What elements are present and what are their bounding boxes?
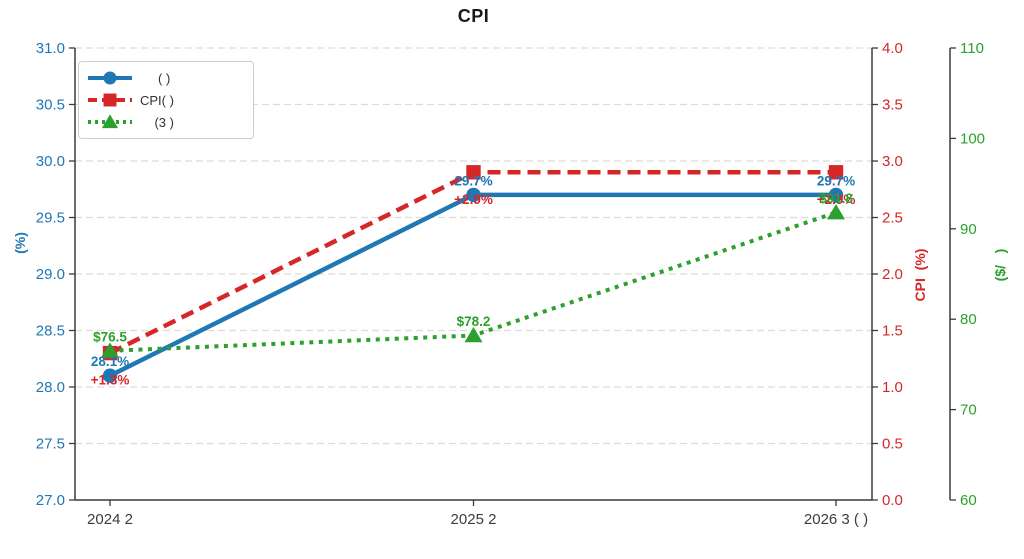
circle-marker <box>102 368 118 383</box>
tick-label: 3.0 <box>882 153 903 170</box>
tick-label: 1.0 <box>882 379 903 396</box>
line-circle-marker-icon <box>87 69 133 87</box>
triangle-marker <box>827 204 845 220</box>
tick-label: 60 <box>960 492 977 509</box>
point-label: 29.7% <box>817 173 855 188</box>
right-inner-axis-title: CPI (%) <box>912 248 928 302</box>
x-tick-label: 2026 3 ( ) <box>804 511 868 528</box>
tick-label: 30.0 <box>36 153 65 170</box>
series-2 <box>101 204 845 358</box>
point-label: 29.7% <box>454 173 492 188</box>
circle-marker <box>828 187 844 203</box>
point-label: +2.9% <box>817 192 856 207</box>
square-marker <box>828 165 844 180</box>
tick-label: 2.5 <box>882 210 903 227</box>
tick-label: 90 <box>960 221 977 238</box>
legend-label: (3 ) <box>140 114 174 130</box>
tick-label: 110 <box>960 40 984 57</box>
square-marker <box>103 93 117 107</box>
left-axis-title: (%) <box>12 232 28 254</box>
point-label: +2.9% <box>454 192 493 207</box>
tick-label: 2.0 <box>882 266 903 283</box>
dashed-line-square-marker-icon <box>87 91 133 109</box>
point-label: $76.5 <box>93 329 127 344</box>
tick-label: 80 <box>960 311 977 328</box>
tick-label: 31.0 <box>36 40 65 57</box>
legend-sample-svg <box>88 71 132 85</box>
tick-label: 28.0 <box>36 379 65 396</box>
series-line <box>108 192 836 378</box>
point-label: 28.1% <box>91 354 129 369</box>
legend-item-cpi-series: CPI( ) <box>87 89 245 111</box>
tick-label: 27.5 <box>36 436 65 453</box>
tick-label: 3.5 <box>882 97 903 114</box>
legend-sample-svg <box>88 114 132 129</box>
tick-label: 29.5 <box>36 210 65 227</box>
tick-label: 1.5 <box>882 323 903 340</box>
legend: ( ) CPI( ) (3 ) <box>78 61 254 139</box>
tick-label: 29.0 <box>36 266 65 283</box>
tick-label: 30.5 <box>36 97 65 114</box>
x-tick-label: 2024 2 <box>87 511 133 528</box>
tick-label: 28.5 <box>36 323 65 340</box>
circle-marker <box>466 187 481 203</box>
legend-item-green-series: (3 ) <box>87 111 245 133</box>
triangle-marker <box>464 326 483 343</box>
triangle-marker <box>101 114 119 129</box>
tick-label: 27.0 <box>36 492 65 509</box>
legend-sample-svg <box>88 93 132 107</box>
tick-label: 4.0 <box>882 40 903 57</box>
square-marker <box>466 165 481 180</box>
series-0 <box>102 187 844 383</box>
triangle-marker <box>101 342 119 358</box>
point-label: +1.3% <box>91 373 130 388</box>
tick-label: 0.0 <box>882 492 903 509</box>
legend-label: CPI( ) <box>140 92 174 108</box>
point-label: $78.2 <box>457 314 491 329</box>
circle-marker <box>103 71 117 85</box>
legend-item-blue-series: ( ) <box>87 67 245 89</box>
right-outer-axis-title: ($/ ) <box>992 248 1008 282</box>
x-tick-label: 2025 2 <box>451 511 497 528</box>
dotted-line-triangle-marker-icon <box>87 113 133 131</box>
point-label: $91.8 <box>819 191 853 206</box>
tick-label: 70 <box>960 402 977 419</box>
tick-label: 100 <box>960 130 985 147</box>
chart-title: CPI <box>457 6 490 26</box>
tick-label: 0.5 <box>882 436 903 453</box>
legend-label: ( ) <box>140 70 171 86</box>
